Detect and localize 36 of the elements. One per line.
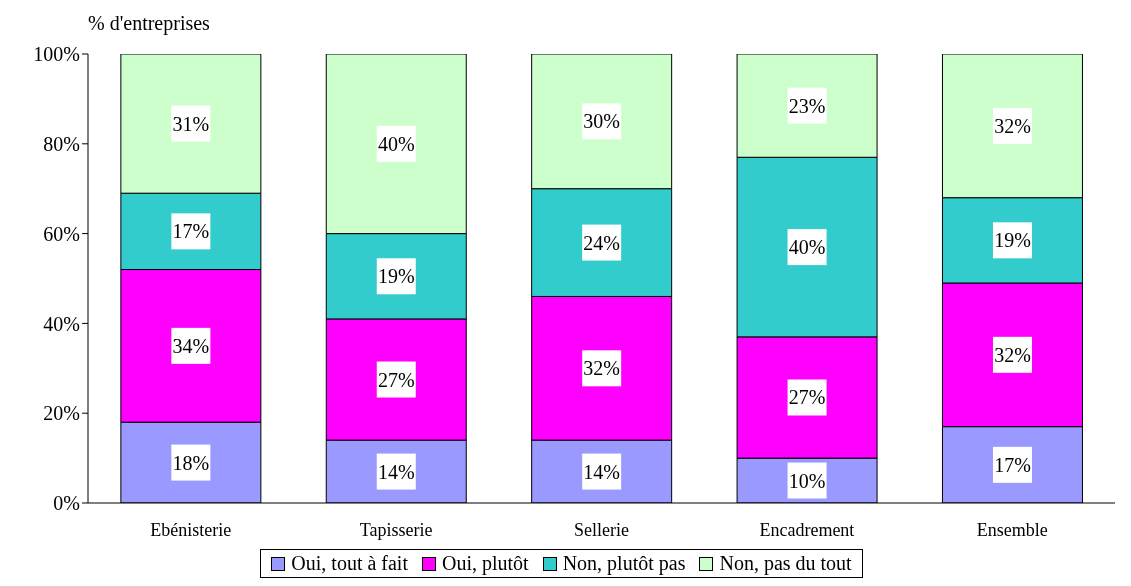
y-tick-label: 40% <box>43 312 80 335</box>
data-label: 32% <box>994 343 1031 366</box>
x-tick-label: Ebénisterie <box>150 519 232 540</box>
data-label: 27% <box>788 386 826 409</box>
data-label: 34% <box>172 334 210 357</box>
legend-label: Non, pas du tout <box>718 552 852 575</box>
x-tick-label: Encadrement <box>759 519 855 540</box>
x-tick-label: Tapisserie <box>359 519 433 540</box>
data-label: 40% <box>788 236 826 259</box>
data-label: 19% <box>994 229 1031 252</box>
data-label: 31% <box>172 112 210 135</box>
data-label: 23% <box>788 94 826 117</box>
legend-label: Non, plutôt pas <box>561 552 686 575</box>
data-label: 40% <box>377 132 415 155</box>
data-label: 32% <box>994 114 1031 137</box>
data-label: 32% <box>583 357 620 380</box>
data-label: 14% <box>377 460 415 483</box>
y-tick-label: 60% <box>43 222 80 245</box>
data-label: 14% <box>583 460 620 483</box>
data-label: 24% <box>583 231 620 254</box>
data-label: 19% <box>377 265 415 288</box>
data-label: 30% <box>583 110 620 133</box>
legend-label: Oui, tout à fait <box>290 552 408 575</box>
data-label: 17% <box>994 453 1031 476</box>
y-axis-title: % d'entreprises <box>88 12 210 35</box>
y-tick-label: 20% <box>43 402 80 425</box>
data-label: 10% <box>788 469 826 492</box>
legend-label: Oui, plutôt <box>441 552 529 575</box>
y-tick-label: 100% <box>33 43 80 66</box>
y-tick-label: 0% <box>53 492 80 515</box>
data-label: 17% <box>172 220 210 243</box>
x-tick-label: Ensemble <box>976 519 1048 540</box>
y-tick-label: 80% <box>43 132 80 155</box>
data-label: 18% <box>172 451 210 474</box>
x-tick-label: Sellerie <box>574 519 629 540</box>
data-label: 27% <box>377 368 415 391</box>
